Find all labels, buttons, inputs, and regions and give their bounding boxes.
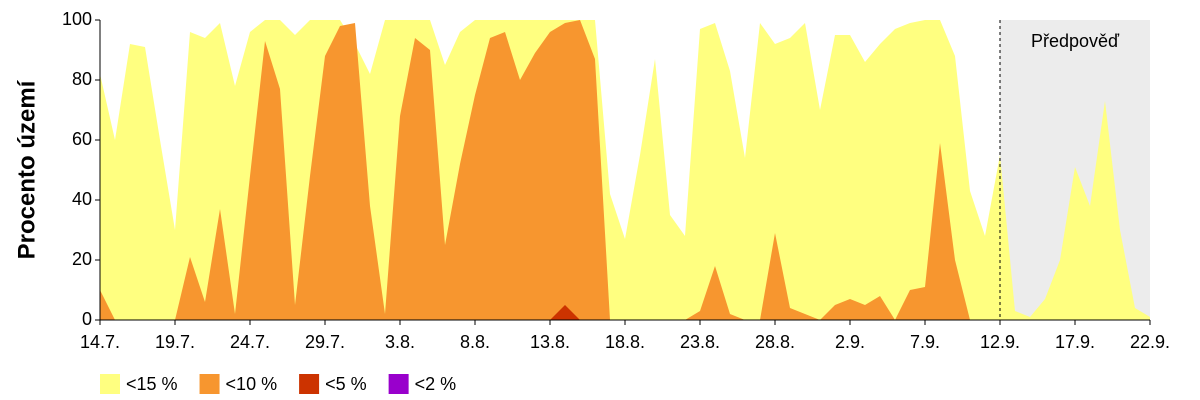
- x-tick-label: 24.7.: [230, 332, 270, 352]
- legend-label: <5 %: [325, 374, 367, 394]
- x-tick-label: 3.8.: [385, 332, 415, 352]
- forecast-label: Předpověď: [1031, 31, 1120, 51]
- legend-swatch: [388, 374, 409, 394]
- area: [100, 20, 1150, 320]
- y-tick-label: 100: [62, 9, 92, 29]
- x-tick-label: 29.7.: [305, 332, 345, 352]
- y-tick-label: 0: [82, 309, 92, 329]
- x-tick-label: 22.9.: [1130, 332, 1170, 352]
- x-tick-label: 12.9.: [980, 332, 1020, 352]
- y-axis-label: Procento území: [13, 79, 40, 259]
- x-tick-label: 17.9.: [1055, 332, 1095, 352]
- x-tick-label: 2.9.: [835, 332, 865, 352]
- x-tick-label: 14.7.: [80, 332, 120, 352]
- x-tick-label: 28.8.: [755, 332, 795, 352]
- x-tick-label: 18.8.: [605, 332, 645, 352]
- x-tick-label: 23.8.: [680, 332, 720, 352]
- x-tick-label: 13.8.: [530, 332, 570, 352]
- x-tick-label: 7.9.: [910, 332, 940, 352]
- y-tick-label: 80: [72, 69, 92, 89]
- y-tick-label: 40: [72, 189, 92, 209]
- legend-swatch: [100, 374, 120, 394]
- x-tick-label: 19.7.: [155, 332, 195, 352]
- legend-label: <15 %: [126, 374, 178, 394]
- legend-swatch: [299, 374, 320, 394]
- x-tick-label: 8.8.: [460, 332, 490, 352]
- legend-label: <10 %: [226, 374, 278, 394]
- y-tick-label: 20: [72, 249, 92, 269]
- legend-swatch: [199, 374, 220, 394]
- y-tick-label: 60: [72, 129, 92, 149]
- legend-label: <2 %: [415, 374, 457, 394]
